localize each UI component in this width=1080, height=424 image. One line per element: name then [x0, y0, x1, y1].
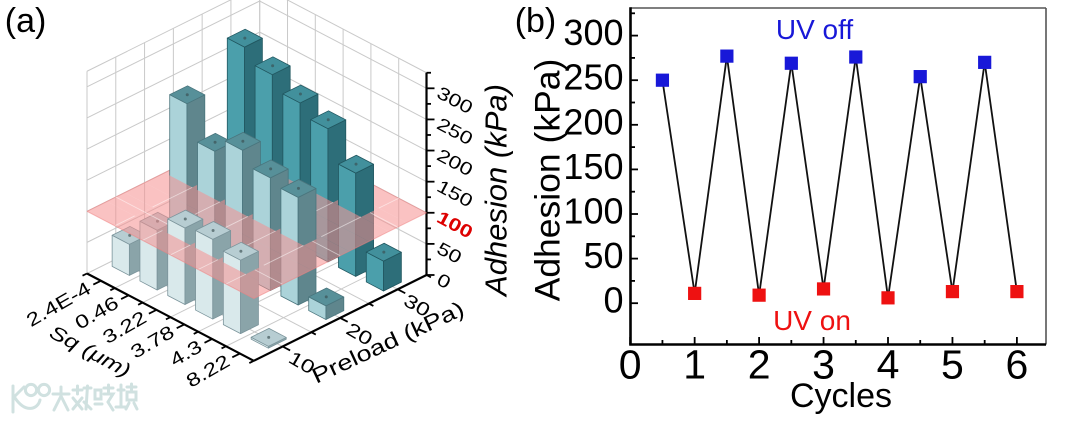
svg-text:0: 0 [619, 342, 642, 388]
svg-text:0: 0 [603, 280, 623, 321]
svg-text:100: 100 [563, 191, 623, 232]
svg-text:UV off: UV off [776, 14, 854, 45]
svg-text:50: 50 [583, 235, 623, 276]
svg-text:200: 200 [563, 101, 623, 142]
svg-text:4: 4 [877, 342, 900, 388]
svg-text:250: 250 [563, 57, 623, 98]
svg-text:6: 6 [1005, 342, 1028, 388]
svg-text:5: 5 [941, 342, 964, 388]
svg-text:150: 150 [563, 146, 623, 187]
svg-text:3: 3 [812, 342, 835, 388]
svg-text:1: 1 [683, 342, 706, 388]
svg-text:2: 2 [748, 342, 771, 388]
svg-text:(b): (b) [515, 2, 557, 40]
svg-text:Adhesion (kPa): Adhesion (kPa) [479, 84, 514, 298]
svg-text:Adhesion (kPa): Adhesion (kPa) [528, 59, 568, 302]
svg-text:300: 300 [563, 12, 623, 53]
svg-text:UV on: UV on [773, 305, 851, 336]
svg-text:(a): (a) [5, 2, 47, 40]
svg-text:Cycles: Cycles [790, 377, 892, 415]
